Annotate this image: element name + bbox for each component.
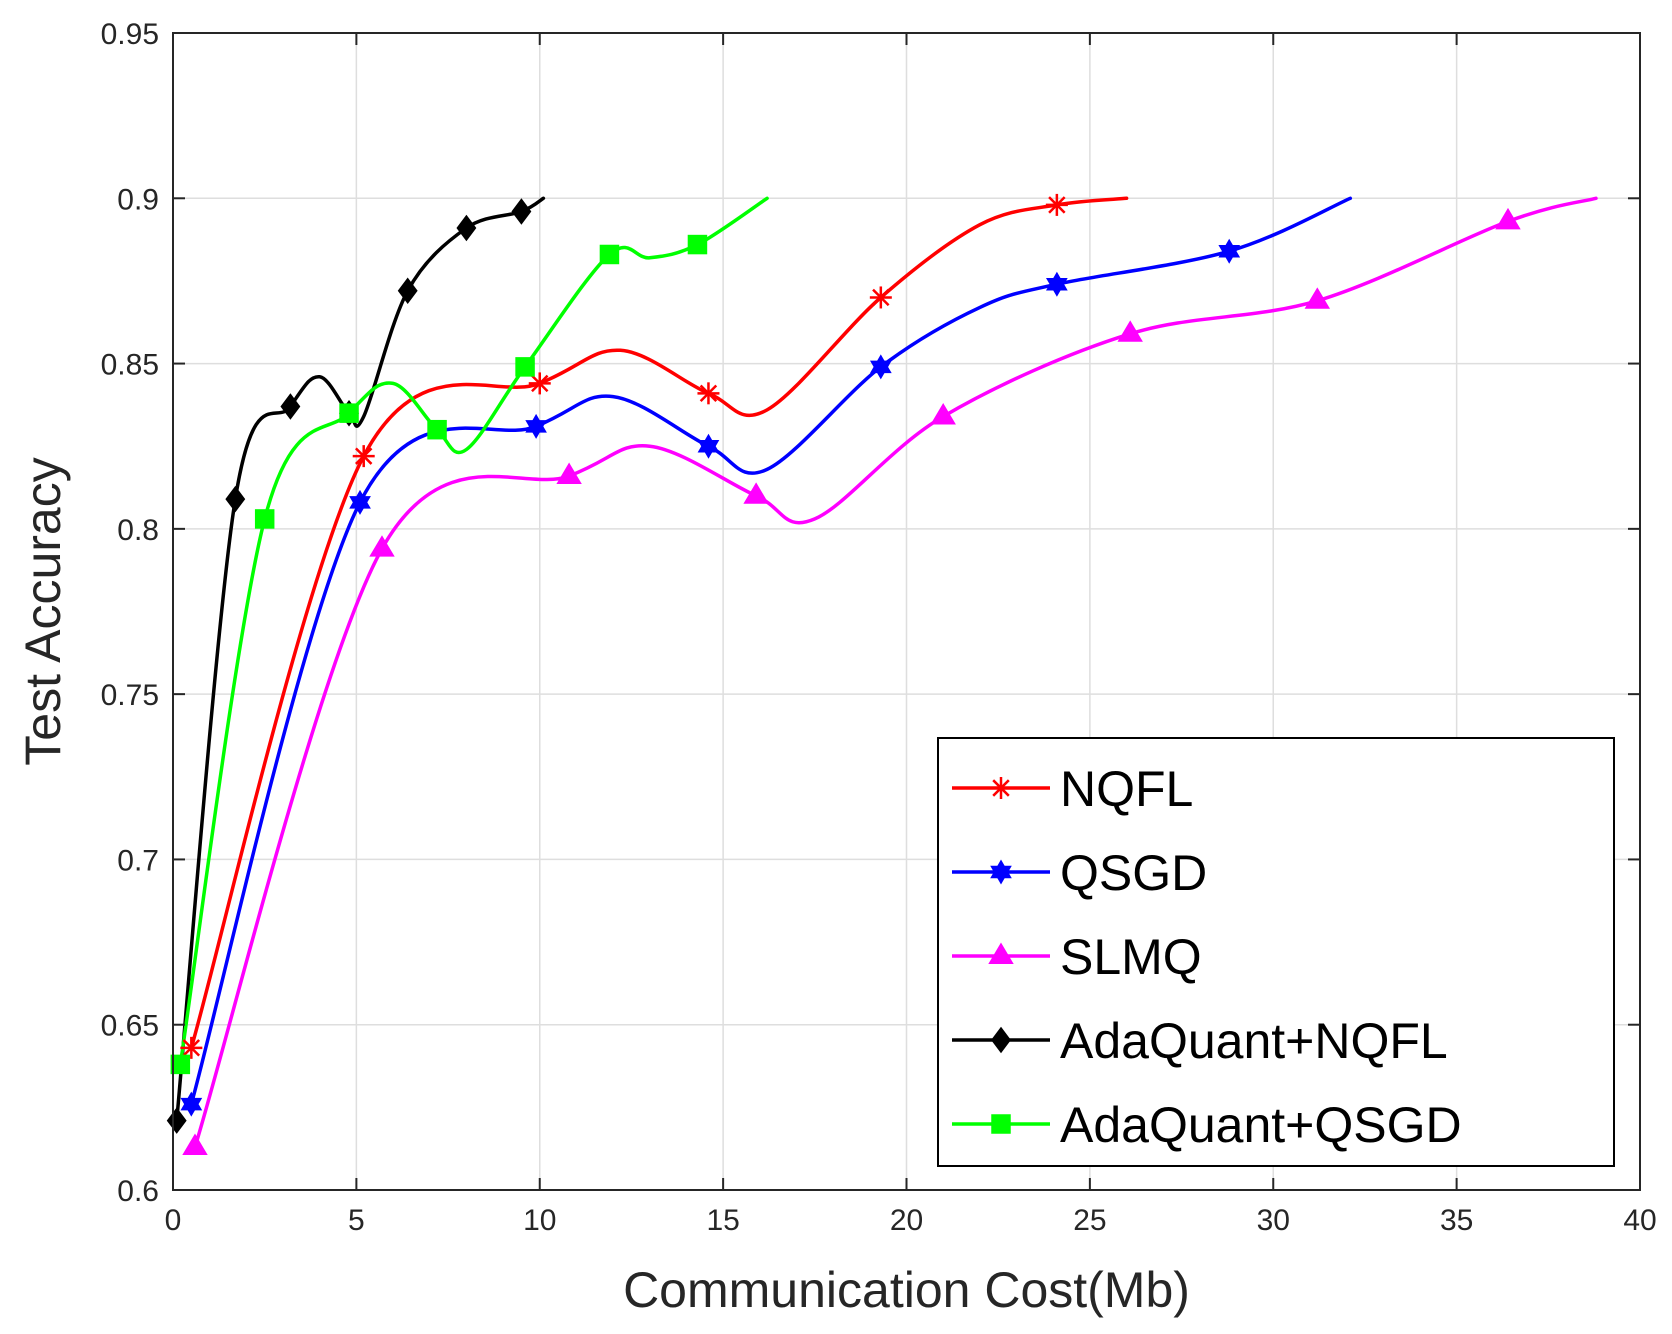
data-point-nqfl [1045,193,1068,216]
y-axis-label: Test Accuracy [15,457,71,765]
data-point-adaquant-qsgd [599,244,620,265]
data-point-qsgd [349,489,371,515]
data-point-adaquant-nqfl [280,393,301,420]
data-point-qsgd [870,354,892,380]
data-point-slmq [1495,207,1521,230]
legend-item-slmq: SLMQ [952,929,1202,985]
x-tick-label: 0 [165,1204,182,1237]
data-point-adaquant-nqfl [225,485,246,513]
legend-items: NQFL QSGD SLMQ AdaQuant+NQFL AdaQuant+QSGD [952,761,1462,1153]
series-line-adaquant-qsgd [178,196,769,1067]
data-point-slmq [743,482,769,504]
legend-marker [988,942,1014,964]
data-point-slmq [556,462,582,484]
data-point-adaquant-qsgd [170,1054,191,1075]
legend-item-nqfl: NQFL [952,761,1193,817]
data-point-qsgd [1218,238,1241,264]
x-tick-label: 40 [1623,1204,1656,1237]
legend-marker [990,777,1012,799]
data-point-nqfl [528,372,551,395]
data-point-nqfl [352,445,375,468]
legend-box [937,737,1615,1167]
data-point-adaquant-nqfl [397,277,418,305]
legend-item-qsgd: QSGD [952,845,1207,901]
series-lines [174,196,1598,1149]
legend-marker [991,1026,1011,1054]
data-point-adaquant-qsgd [339,403,359,423]
data-point-slmq [1304,287,1331,309]
x-tick-label: 10 [523,1204,556,1237]
y-tick-label: 0.6 [117,1175,159,1208]
data-point-slmq [182,1133,208,1155]
x-tick-label: 5 [348,1204,365,1237]
legend-marker [991,1114,1011,1134]
x-tick-label: 25 [1073,1204,1106,1237]
legend: NQFL QSGD SLMQ AdaQuant+NQFL AdaQuant+QSGD [937,737,1615,1167]
data-point-nqfl [697,382,720,405]
series-line-nqfl [189,196,1129,1050]
x-tick-label: 15 [706,1204,739,1237]
x-tick-label: 30 [1257,1204,1290,1237]
y-tick-label: 0.75 [101,679,159,712]
data-point-qsgd [525,413,547,439]
y-tick-label: 0.9 [117,183,159,216]
data-point-nqfl [180,1036,203,1059]
legend-item-adaquant-qsgd: AdaQuant+QSGD [952,1097,1462,1153]
legend-label: AdaQuant+NQFL [1060,1013,1448,1069]
data-point-adaquant-nqfl [511,198,532,225]
data-point-qsgd [1045,271,1068,297]
x-tick-label: 35 [1440,1204,1473,1237]
legend-label: AdaQuant+QSGD [1060,1097,1462,1153]
y-tick-label: 0.85 [101,349,159,382]
legend-label: NQFL [1060,761,1193,817]
data-point-qsgd [697,433,720,459]
legend-item-adaquant-nqfl: AdaQuant+NQFL [952,1013,1448,1069]
data-point-adaquant-qsgd [515,357,535,377]
data-point-slmq [1117,320,1143,342]
legend-label: SLMQ [1060,929,1202,985]
x-axis-label: Communication Cost(Mb) [623,1262,1190,1318]
data-point-adaquant-qsgd [687,234,708,255]
x-tick-label: 20 [890,1204,923,1237]
y-tick-label: 0.65 [101,1010,159,1043]
data-point-slmq [369,535,395,557]
data-point-nqfl [869,286,892,309]
legend-label: QSGD [1060,845,1207,901]
y-tick-label: 0.95 [101,18,159,51]
data-point-adaquant-qsgd [427,419,447,440]
data-point-qsgd [180,1091,203,1117]
series-markers [166,193,1521,1155]
data-point-slmq [930,403,956,425]
data-point-adaquant-nqfl [456,214,477,242]
series-line-qsgd [189,196,1353,1106]
legend-marker [990,859,1012,885]
y-tick-label: 0.8 [117,514,159,547]
axis-ticks: 0 5 10 15 20 25 30 35 40 0.6 0.65 0.7 0.75 0.8 0.85 0.9… [101,18,1657,1237]
data-point-adaquant-qsgd [254,509,275,529]
y-tick-label: 0.7 [117,844,159,877]
